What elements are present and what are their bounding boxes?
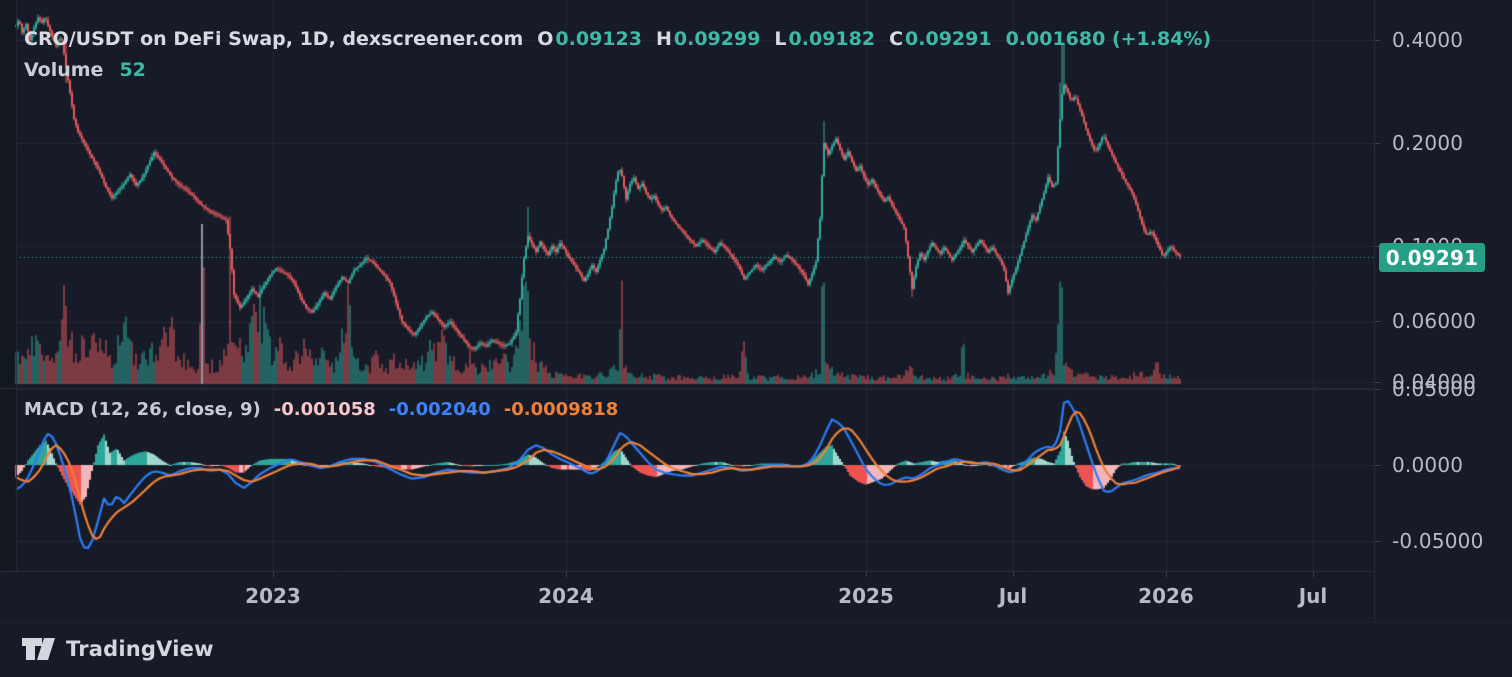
macd-axis-tick (1374, 389, 1380, 390)
price-axis-tick (1374, 321, 1380, 322)
price-axis-label-1: 0.2000 (1392, 131, 1464, 155)
tradingview-logo-text: TradingView (66, 637, 214, 661)
last-price-badge[interactable]: 0.09291 (1379, 243, 1485, 272)
time-axis-label-2: 2025 (838, 584, 894, 608)
time-axis-label-0: 2023 (245, 584, 301, 608)
macd-axis-tick (1374, 465, 1380, 466)
time-axis-tick (1313, 572, 1314, 577)
ohlc-close: C 0.09291 (889, 28, 992, 50)
volume-label[interactable]: Volume (24, 59, 104, 81)
price-axis-label-4: 0.04000 (1392, 370, 1477, 394)
time-axis-label-4: 2026 (1138, 584, 1194, 608)
ohlc-low: L 0.09182 (774, 28, 876, 50)
symbol-legend-row: CRO/USDT on DeFi Swap, 1D, dexscreener.c… (24, 28, 1211, 50)
ohlc-open: O 0.09123 (537, 28, 642, 50)
price-axis-label-0: 0.4000 (1392, 28, 1464, 52)
price-axis-tick (1374, 143, 1380, 144)
macd-axis-label-1: 0.0000 (1392, 453, 1464, 477)
bottom-separator (0, 622, 1512, 623)
price-change: 0.001680 (+1.84%) (1005, 28, 1212, 50)
price-axis-separator (1374, 0, 1375, 622)
symbol-title[interactable]: CRO/USDT on DeFi Swap, 1D, dexscreener.c… (24, 28, 524, 50)
time-axis-tick (1013, 572, 1014, 577)
macd-legend-row: MACD (12, 26, close, 9) -0.001058 -0.002… (24, 399, 618, 420)
time-axis-label-5: Jul (1298, 584, 1328, 608)
price-axis-tick (1374, 382, 1380, 383)
tradingview-icon (22, 638, 56, 660)
price-axis-tick (1374, 246, 1380, 247)
macd-signal-value: -0.0009818 (503, 399, 619, 420)
time-axis-tick (1166, 572, 1167, 577)
macd-indicator-label[interactable]: MACD (12, 26, close, 9) (24, 399, 261, 420)
time-axis-label-1: 2024 (538, 584, 594, 608)
macd-line-value: -0.002040 (388, 399, 491, 420)
chart-legend: CRO/USDT on DeFi Swap, 1D, dexscreener.c… (24, 28, 1211, 81)
chart-canvas[interactable] (0, 0, 1374, 572)
volume-legend-row: Volume 52 (24, 59, 1211, 81)
time-axis-tick (866, 572, 867, 577)
ohlc-high: H 0.09299 (655, 28, 761, 50)
time-axis-label-3: Jul (998, 584, 1028, 608)
macd-axis-label-0: 0.05000 (1392, 377, 1477, 401)
macd-hist-value: -0.001058 (273, 399, 376, 420)
macd-axis-label-2: -0.05000 (1392, 529, 1484, 553)
price-axis-label-3: 0.06000 (1392, 309, 1477, 333)
price-axis-tick (1374, 40, 1380, 41)
time-axis-tick (273, 572, 274, 577)
volume-value: 52 (119, 59, 146, 81)
macd-axis-tick (1374, 541, 1380, 542)
tradingview-logo[interactable]: TradingView (22, 637, 214, 661)
time-axis-tick (566, 572, 567, 577)
